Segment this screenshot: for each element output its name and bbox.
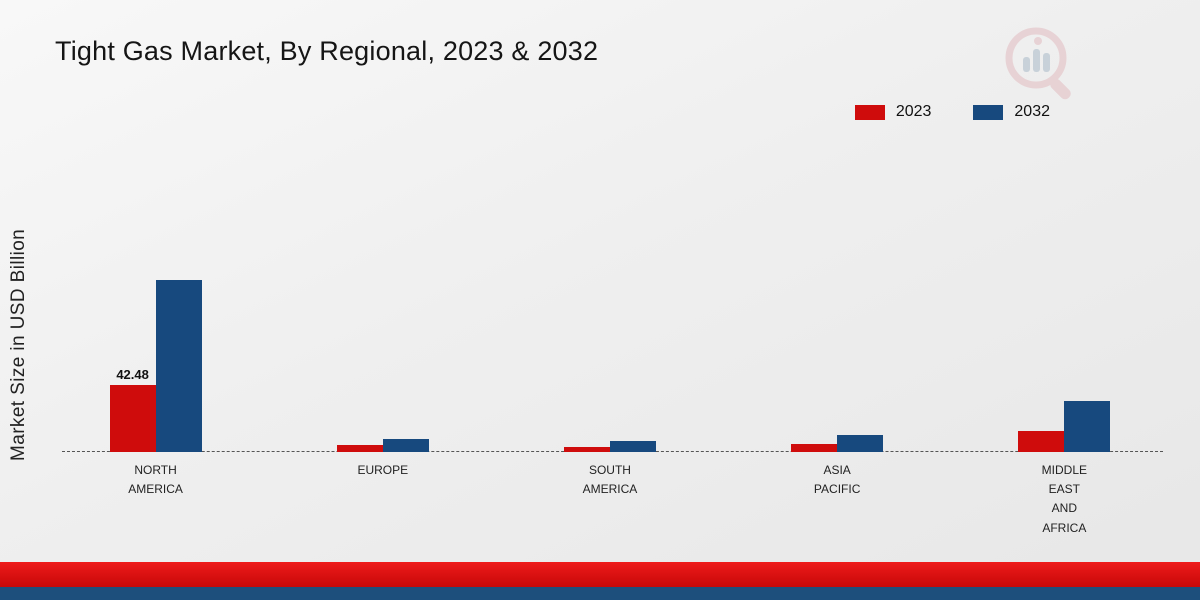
bar-group-middle-east-and-africa: MIDDLE EAST AND AFRICA <box>1018 401 1111 535</box>
legend-swatch-2032 <box>973 104 1004 120</box>
bar-pair <box>791 435 884 452</box>
category-label: NORTH AMERICA <box>128 463 183 497</box>
bar-2032 <box>609 441 656 452</box>
bar-2023 <box>336 445 383 452</box>
bar-wrap <box>382 439 429 452</box>
bar-group-north-america: 42.48 NORTH AMERICA <box>109 280 202 496</box>
legend-item-2032: 2032 <box>973 103 1050 121</box>
legend: 2023 2032 <box>854 103 1050 121</box>
bar-2023 <box>109 385 156 452</box>
bar-wrap <box>837 435 884 452</box>
bar-wrap <box>791 444 838 452</box>
footer-blue-stripe <box>0 587 1200 600</box>
bar-wrap <box>609 441 656 452</box>
bar-group-asia-pacific: ASIA PACIFIC <box>791 435 884 496</box>
category-label: MIDDLE EAST AND AFRICA <box>1041 463 1088 535</box>
chart-title: Tight Gas Market, By Regional, 2023 & 20… <box>55 36 599 66</box>
category-label: SOUTH AMERICA <box>582 463 638 497</box>
bar-wrap: 42.48 <box>109 367 156 452</box>
bar-pair <box>1018 401 1111 452</box>
footer-red-stripe <box>0 562 1200 587</box>
plot-area: 42.48 NORTH AMERICA EUROPE SOUTH AMERICA ASI… <box>42 142 1178 535</box>
y-axis-label: Market Size in USD Billion <box>8 228 29 462</box>
legend-swatch-2023 <box>854 104 885 120</box>
bar-wrap <box>563 447 610 452</box>
bar-2032 <box>155 280 202 452</box>
category-label: EUROPE <box>357 463 409 477</box>
bar-2032 <box>382 439 429 452</box>
bar-value-label: 42.48 <box>116 367 149 382</box>
bar-pair <box>336 439 429 452</box>
bar-2032 <box>837 435 884 452</box>
bar-group-south-america: SOUTH AMERICA <box>563 441 656 496</box>
bar-wrap <box>336 445 383 452</box>
bar-2023 <box>1018 431 1065 452</box>
bar-wrap <box>1064 401 1111 452</box>
bar-2023 <box>791 444 838 452</box>
legend-label: 2023 <box>895 103 932 120</box>
bar-pair <box>563 441 656 452</box>
magnifier-bar-chart-logo-icon <box>1005 27 1071 100</box>
bar-wrap <box>155 280 202 452</box>
bar-group-europe: EUROPE <box>336 439 429 477</box>
category-label: ASIA PACIFIC <box>813 463 861 497</box>
bar-2023 <box>563 447 610 452</box>
bar-2032 <box>1064 401 1111 452</box>
legend-label: 2032 <box>1014 103 1050 120</box>
bar-pair: 42.48 <box>109 280 202 452</box>
legend-item-2023: 2023 <box>854 103 932 121</box>
bar-wrap <box>1018 431 1065 452</box>
